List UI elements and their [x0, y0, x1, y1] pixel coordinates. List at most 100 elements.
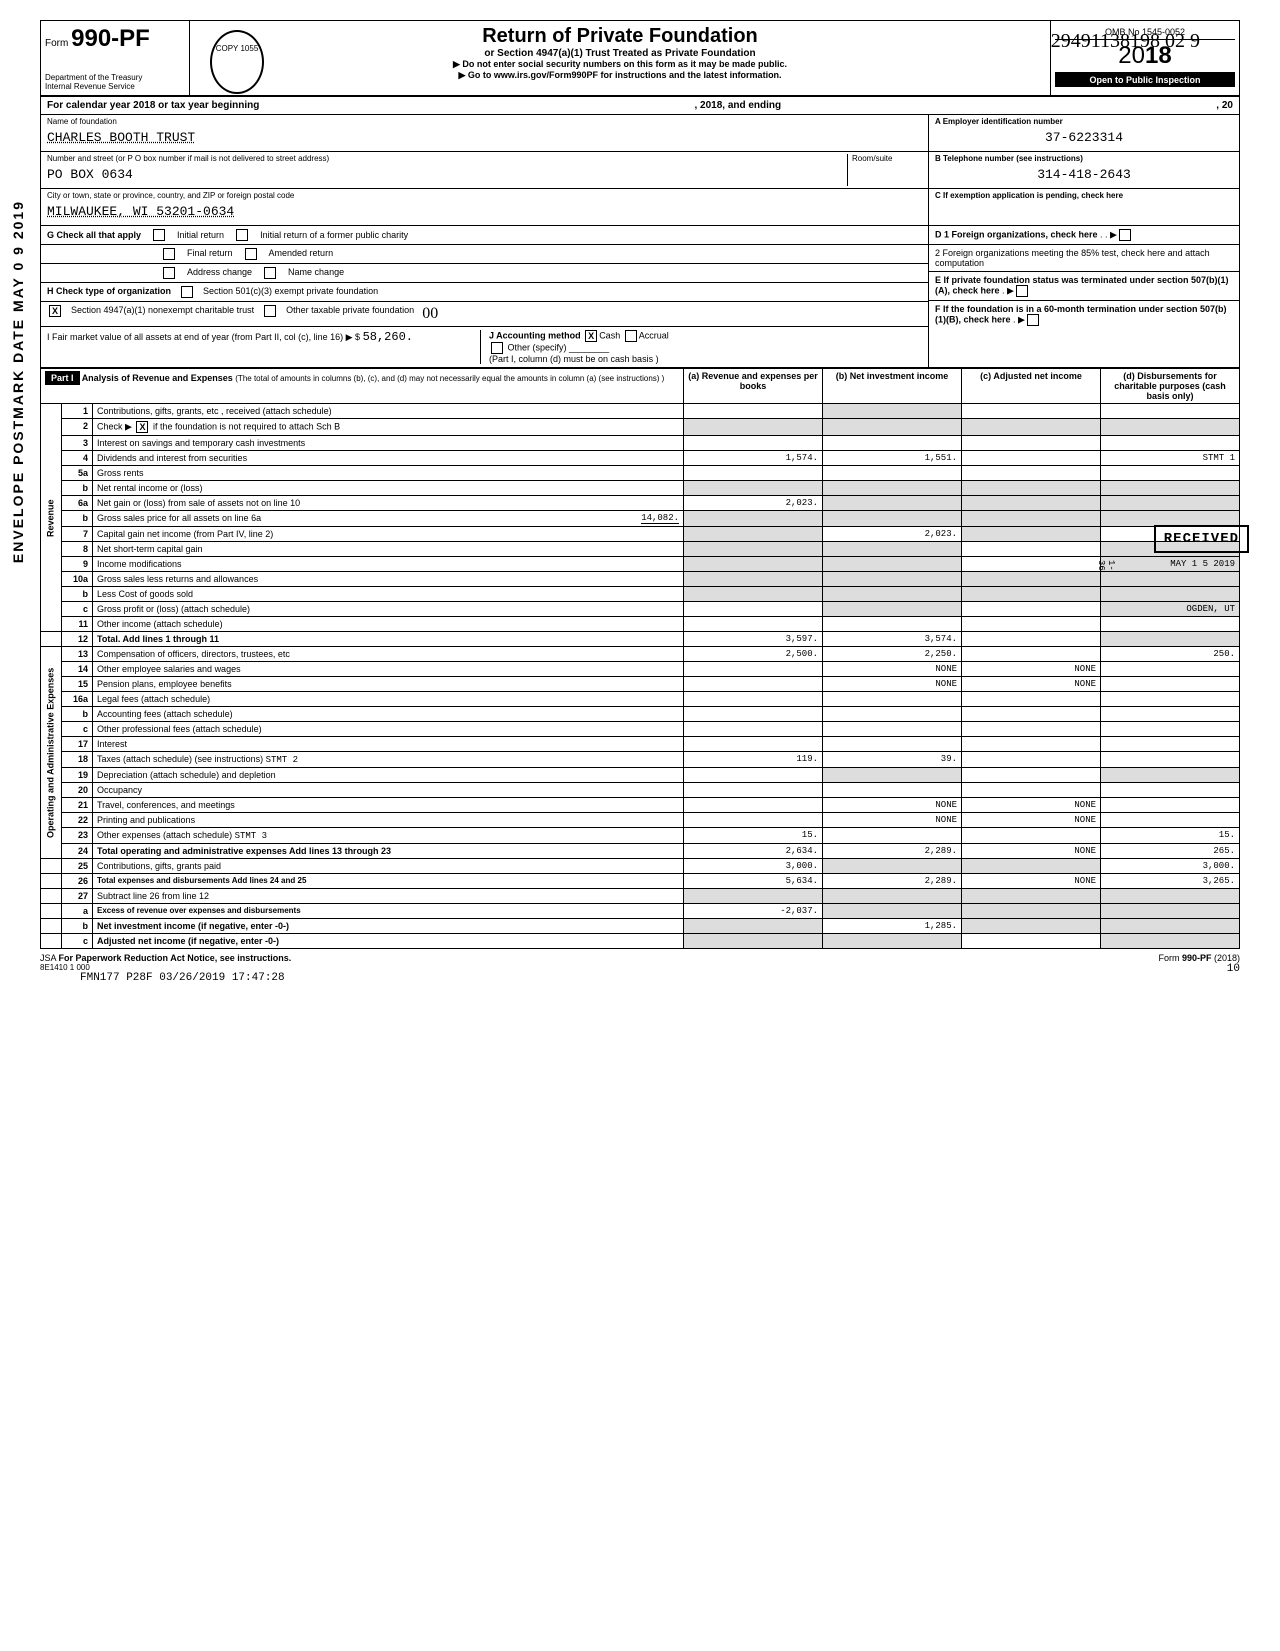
l22: Printing and publications	[93, 813, 684, 828]
handwritten-number: 29491138198 02 9	[1051, 30, 1200, 53]
l27a-a: -2,037.	[684, 904, 823, 919]
tax-year-row: For calendar year 2018 or tax year begin…	[40, 97, 1240, 115]
l10c: Gross profit or (loss) (attach schedule)	[93, 602, 684, 617]
room-label: Room/suite	[852, 154, 922, 163]
i-value: 58,260.	[363, 330, 413, 344]
l21-b: NONE	[823, 798, 962, 813]
check-e[interactable]	[1016, 285, 1028, 297]
l27c: Adjusted net income (if negative, enter …	[93, 934, 684, 949]
l26-b: 2,289.	[823, 874, 962, 889]
l4-a: 1,574.	[684, 451, 823, 466]
lbl-final: Final return	[187, 248, 233, 260]
check-accrual[interactable]	[625, 330, 637, 342]
foundation-name: CHARLES BOOTH TRUST	[47, 126, 922, 149]
ein-label: A Employer identification number	[935, 117, 1233, 126]
col-a-header: (a) Revenue and expenses per books	[684, 369, 823, 404]
col-d-header: (d) Disbursements for charitable purpose…	[1101, 369, 1240, 404]
check-other-tax[interactable]	[264, 305, 276, 317]
l25: Contributions, gifts, grants paid	[93, 859, 684, 874]
check-initial[interactable]	[153, 229, 165, 241]
i-label: I Fair market value of all assets at end…	[47, 332, 360, 342]
check-schb[interactable]	[136, 421, 148, 433]
l23: Other expenses (attach schedule) STMT 3	[93, 828, 684, 844]
lbl-amended: Amended return	[269, 248, 334, 260]
footer-code: 8E1410 1 000	[40, 963, 291, 972]
postmark-margin: ENVELOPE POSTMARK DATE MAY 0 9 2019	[10, 200, 26, 563]
h-label: H Check type of organization	[47, 286, 171, 298]
name-label: Name of foundation	[47, 117, 922, 126]
check-initial-former[interactable]	[236, 229, 248, 241]
check-501[interactable]	[181, 286, 193, 298]
g-label: G Check all that apply	[47, 230, 141, 240]
check-amended[interactable]	[245, 248, 257, 260]
j-label: J Accounting method	[489, 330, 581, 340]
form-title: Return of Private Foundation	[194, 25, 1046, 48]
lbl-addr: Address change	[187, 267, 252, 279]
l14-b: NONE	[823, 662, 962, 677]
check-cash[interactable]	[585, 330, 597, 342]
l27: Subtract line 26 from line 12	[93, 889, 684, 904]
l3: Interest on savings and temporary cash i…	[93, 436, 684, 451]
phone-label: B Telephone number (see instructions)	[935, 154, 1233, 163]
l13-d: 250.	[1101, 647, 1240, 662]
l22-c: NONE	[962, 813, 1101, 828]
city-label: City or town, state or province, country…	[47, 191, 922, 200]
l12-b: 3,574.	[823, 632, 962, 647]
name-address-section: Name of foundation CHARLES BOOTH TRUST N…	[40, 115, 1240, 226]
dept-treasury: Department of the Treasury	[45, 73, 185, 82]
l16c: Other professional fees (attach schedule…	[93, 722, 684, 737]
check-final[interactable]	[163, 248, 175, 260]
stamp-36: 1-36	[1096, 559, 1116, 571]
l24-b: 2,289.	[823, 844, 962, 859]
l18-a: 119.	[684, 752, 823, 768]
l15: Pension plans, employee benefits	[93, 677, 684, 692]
goto-note: ▶ Go to www.irs.gov/Form990PF for instru…	[194, 70, 1046, 81]
l2: Check ▶ if the foundation is not require…	[93, 419, 684, 436]
l18-b: 39.	[823, 752, 962, 768]
lbl-other-tax: Other taxable private foundation	[286, 305, 414, 323]
l8: Net short-term capital gain	[93, 542, 684, 557]
l10a: Gross sales less returns and allowances	[93, 572, 684, 587]
l22-b: NONE	[823, 813, 962, 828]
l17: Interest	[93, 737, 684, 752]
l14: Other employee salaries and wages	[93, 662, 684, 677]
l23-a: 15.	[684, 828, 823, 844]
part1-title: Analysis of Revenue and Expenses	[82, 373, 233, 383]
admin-side: Operating and Administrative Expenses	[41, 647, 62, 859]
d2-label: 2 Foreign organizations meeting the 85% …	[929, 245, 1239, 272]
tax-year-begin: For calendar year 2018 or tax year begin…	[47, 100, 259, 111]
lbl-other-acct: Other (specify)	[508, 342, 567, 352]
l24-d: 265.	[1101, 844, 1240, 859]
lbl-cash: Cash	[599, 330, 620, 340]
check-d1[interactable]	[1119, 229, 1131, 241]
lbl-501: Section 501(c)(3) exempt private foundat…	[203, 286, 378, 298]
l15-b: NONE	[823, 677, 962, 692]
part1-table: Part I Analysis of Revenue and Expenses …	[40, 368, 1240, 949]
revenue-side: Revenue	[41, 404, 62, 632]
f-label: F If the foundation is in a 60-month ter…	[929, 301, 1239, 329]
check-addr[interactable]	[163, 267, 175, 279]
lbl-initial-former: Initial return of a former public charit…	[260, 230, 408, 240]
l9: Income modifications	[93, 557, 684, 572]
col-c-header: (c) Adjusted net income	[962, 369, 1101, 404]
check-f[interactable]	[1027, 314, 1039, 326]
l24: Total operating and administrative expen…	[93, 844, 684, 859]
l26-a: 5,634.	[684, 874, 823, 889]
check-4947[interactable]	[49, 305, 61, 317]
l5b: Net rental income or (loss)	[93, 481, 684, 496]
col-b-header: (b) Net investment income	[823, 369, 962, 404]
l23-d: 15.	[1101, 828, 1240, 844]
addr-label: Number and street (or P O box number if …	[47, 154, 847, 163]
handwritten-00: 00	[422, 305, 438, 323]
l4: Dividends and interest from securities	[93, 451, 684, 466]
lbl-initial: Initial return	[177, 230, 224, 240]
l21-c: NONE	[962, 798, 1101, 813]
form-subtitle: or Section 4947(a)(1) Trust Treated as P…	[194, 48, 1046, 59]
footer: JSA For Paperwork Reduction Act Notice, …	[40, 949, 1240, 984]
check-other-acct[interactable]	[491, 342, 503, 354]
l1: Contributions, gifts, grants, etc , rece…	[93, 404, 684, 419]
l4-d: STMT 1	[1101, 451, 1240, 466]
l27a: Excess of revenue over expenses and disb…	[93, 904, 684, 919]
l12: Total. Add lines 1 through 11	[93, 632, 684, 647]
check-name[interactable]	[264, 267, 276, 279]
